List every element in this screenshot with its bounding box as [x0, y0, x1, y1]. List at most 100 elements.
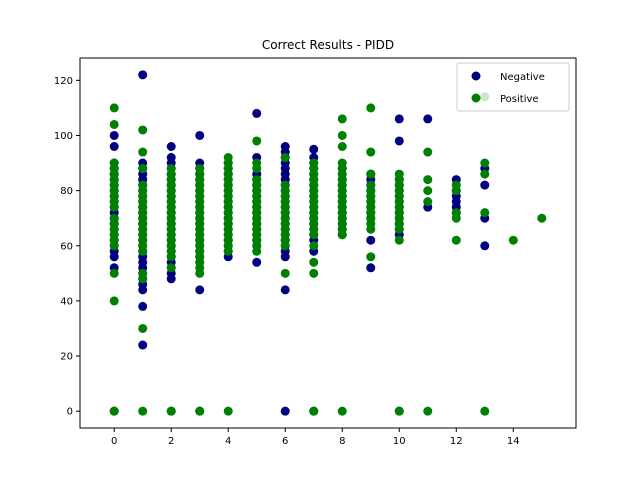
point-positive — [195, 164, 205, 174]
point-positive — [337, 130, 347, 140]
point-negative — [138, 301, 148, 311]
point-negative — [394, 114, 404, 124]
point-positive — [423, 406, 433, 416]
point-positive — [138, 406, 148, 416]
x-tick-label: 4 — [225, 436, 231, 447]
point-negative — [109, 142, 119, 151]
y-tick-label: 40 — [60, 296, 73, 307]
point-positive — [166, 406, 176, 416]
point-negative — [138, 340, 148, 350]
y-tick-label: 20 — [60, 352, 73, 363]
point-positive — [138, 147, 148, 157]
point-positive — [366, 147, 376, 157]
point-positive — [252, 136, 262, 146]
point-positive — [252, 158, 262, 168]
point-positive — [138, 268, 148, 278]
x-tick-label: 10 — [393, 436, 406, 447]
point-positive — [480, 169, 490, 179]
point-positive — [223, 153, 233, 163]
point-positive — [309, 268, 319, 278]
point-positive — [309, 241, 319, 251]
x-axis-ticks: 0 2 4 6 8 10 12 14 — [111, 428, 520, 447]
legend-label-positive: Positive — [500, 94, 539, 105]
point-positive — [280, 153, 290, 163]
point-positive — [423, 175, 433, 185]
point-negative — [309, 144, 319, 154]
point-negative — [280, 406, 290, 416]
plot-frame — [79, 57, 577, 429]
point-positive — [366, 103, 376, 113]
point-positive — [480, 208, 490, 218]
point-positive — [138, 125, 148, 135]
point-negative — [109, 130, 119, 140]
point-positive — [138, 164, 148, 174]
x-tick-label: 12 — [450, 436, 463, 447]
points-layer — [109, 70, 547, 416]
point-negative — [195, 130, 205, 140]
point-positive — [138, 323, 148, 333]
point-positive — [366, 169, 376, 179]
point-negative — [252, 108, 262, 118]
point-positive — [451, 208, 461, 218]
point-negative — [280, 285, 290, 295]
point-positive — [423, 186, 433, 196]
y-tick-label: 60 — [60, 241, 73, 252]
point-positive — [252, 175, 262, 185]
chart-title: Correct Results - PIDD — [262, 38, 394, 52]
point-positive — [480, 158, 490, 168]
point-negative — [366, 235, 376, 245]
point-negative — [280, 142, 290, 151]
point-positive — [366, 180, 376, 190]
point-positive — [109, 406, 119, 416]
point-positive — [451, 235, 461, 245]
y-tick-label: 80 — [60, 186, 73, 197]
point-positive — [166, 164, 176, 174]
point-positive — [138, 180, 148, 190]
y-tick-label: 120 — [54, 76, 73, 87]
point-positive — [109, 103, 119, 113]
point-positive — [394, 169, 404, 179]
point-positive — [394, 235, 404, 245]
point-positive — [309, 257, 319, 267]
point-positive — [195, 406, 205, 416]
point-positive — [109, 213, 119, 223]
point-positive — [309, 158, 319, 168]
point-positive — [337, 142, 347, 151]
point-positive — [508, 235, 518, 245]
x-tick-label: 8 — [339, 436, 345, 447]
point-positive — [337, 114, 347, 124]
point-positive — [309, 406, 319, 416]
point-negative — [166, 153, 176, 163]
legend-marker-negative — [471, 71, 481, 81]
point-negative — [366, 263, 376, 273]
axes-layer — [79, 57, 577, 429]
point-positive — [166, 263, 176, 273]
point-positive — [280, 180, 290, 190]
legend: Negative Positive — [456, 62, 570, 112]
plot-area — [80, 58, 576, 428]
point-positive — [109, 296, 119, 306]
point-positive — [109, 158, 119, 168]
point-positive — [337, 406, 347, 416]
point-positive — [537, 213, 547, 223]
legend-label-negative: Negative — [500, 72, 545, 83]
point-negative — [195, 285, 205, 295]
point-negative — [394, 136, 404, 146]
point-negative — [480, 241, 490, 251]
legend-marker-positive — [471, 93, 481, 103]
point-negative — [138, 70, 148, 80]
point-positive — [109, 119, 119, 129]
point-positive — [109, 268, 119, 278]
y-tick-label: 0 — [67, 407, 73, 418]
x-tick-label: 6 — [282, 436, 288, 447]
point-positive — [280, 268, 290, 278]
legend-box — [456, 62, 570, 112]
point-positive — [366, 252, 376, 262]
point-positive — [223, 406, 233, 416]
point-positive — [337, 158, 347, 168]
point-positive — [480, 406, 490, 416]
y-axis-ticks: 0 20 40 60 80 100 120 — [54, 76, 80, 418]
y-tick-label: 100 — [54, 131, 73, 142]
x-tick-label: 2 — [168, 436, 174, 447]
